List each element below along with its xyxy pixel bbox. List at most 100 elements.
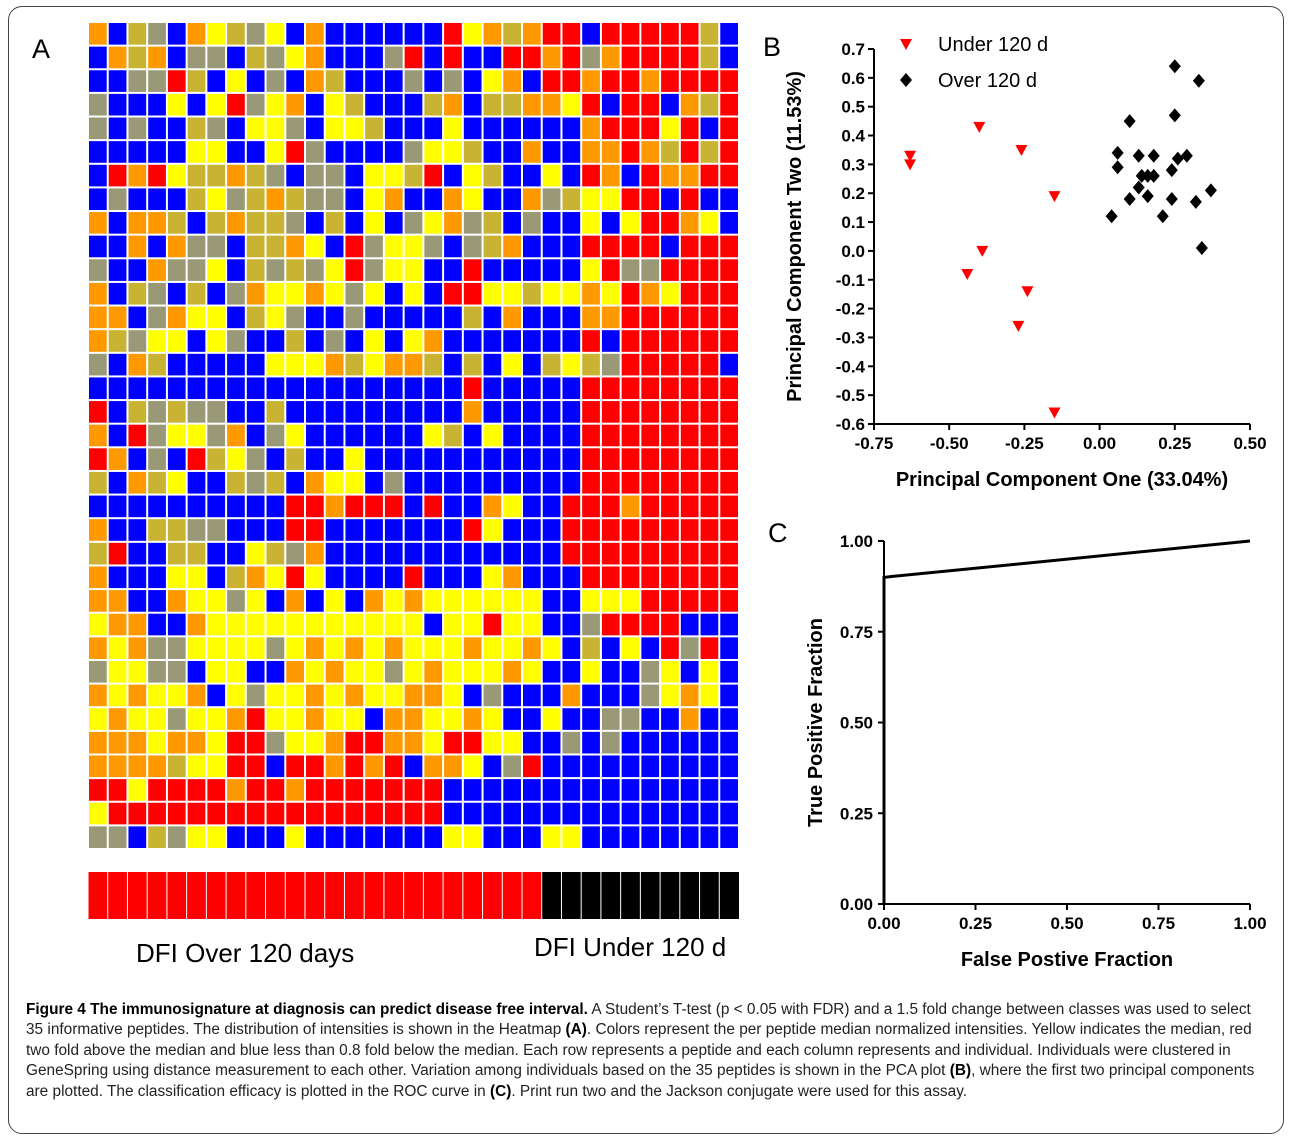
heatmap-cell bbox=[108, 117, 127, 140]
heatmap-cell bbox=[680, 93, 699, 116]
class-bar-cell bbox=[285, 872, 305, 919]
heatmap-cell bbox=[424, 117, 443, 140]
heatmap-cell bbox=[720, 377, 738, 400]
heatmap-cell bbox=[384, 708, 403, 730]
heatmap-cell bbox=[365, 70, 383, 92]
heatmap-cell bbox=[384, 613, 403, 636]
heatmap-cell bbox=[680, 613, 699, 636]
heatmap-cell bbox=[680, 330, 699, 352]
heatmap-cell bbox=[128, 448, 147, 470]
heatmap-cell bbox=[325, 637, 344, 659]
heatmap-cell bbox=[483, 779, 502, 801]
heatmap-cell bbox=[641, 259, 660, 281]
heatmap-cell bbox=[89, 755, 107, 778]
pca-point-over-120 bbox=[1123, 114, 1136, 129]
heatmap-cell bbox=[582, 141, 600, 163]
heatmap-cell bbox=[167, 424, 186, 447]
heatmap-cell bbox=[345, 117, 364, 140]
heatmap-cell bbox=[523, 424, 541, 447]
pca-point-over-120 bbox=[1165, 163, 1178, 178]
heatmap-cell bbox=[148, 117, 166, 140]
heatmap-cell bbox=[661, 93, 679, 116]
heatmap-cell bbox=[266, 708, 285, 730]
heatmap-cell bbox=[167, 755, 186, 778]
heatmap-cell bbox=[641, 306, 660, 329]
heatmap-cell bbox=[661, 306, 679, 329]
heatmap-cell bbox=[720, 471, 738, 494]
heatmap-cell bbox=[384, 93, 403, 116]
heatmap-cell bbox=[562, 542, 581, 565]
heatmap-cell bbox=[345, 424, 364, 447]
heatmap-cell bbox=[503, 590, 521, 612]
pca-point-over-120 bbox=[1111, 160, 1124, 175]
heatmap-cell bbox=[641, 401, 660, 423]
pca-y-tick-label: -0.6 bbox=[836, 415, 865, 434]
heatmap-cell bbox=[503, 188, 521, 211]
heatmap-cell bbox=[483, 141, 502, 163]
heatmap-cell bbox=[720, 542, 738, 565]
heatmap-cell bbox=[167, 235, 186, 258]
heatmap-cell bbox=[286, 660, 304, 683]
heatmap-cell bbox=[562, 353, 581, 376]
heatmap-cell bbox=[384, 353, 403, 376]
heatmap-cell bbox=[621, 330, 640, 352]
heatmap-cell bbox=[444, 377, 462, 400]
heatmap-cell bbox=[680, 802, 699, 825]
pca-point-over-120 bbox=[1111, 145, 1124, 160]
heatmap-cell bbox=[108, 141, 127, 163]
heatmap-cell bbox=[444, 23, 462, 45]
heatmap-cell bbox=[700, 519, 719, 541]
heatmap-cell bbox=[227, 353, 245, 376]
heatmap-cell bbox=[661, 46, 679, 69]
heatmap-cell bbox=[621, 826, 640, 848]
heatmap-cell bbox=[621, 708, 640, 730]
heatmap-cell bbox=[700, 70, 719, 92]
heatmap-cell bbox=[148, 93, 166, 116]
heatmap-cell bbox=[444, 424, 462, 447]
heatmap-cell bbox=[483, 164, 502, 187]
heatmap-cell bbox=[621, 495, 640, 518]
heatmap-cell bbox=[345, 755, 364, 778]
heatmap-cell bbox=[325, 212, 344, 234]
heatmap-cell bbox=[89, 708, 107, 730]
heatmap-cell bbox=[661, 448, 679, 470]
class-bar-cell bbox=[482, 872, 503, 919]
heatmap-cell bbox=[128, 826, 147, 848]
heatmap-cell bbox=[601, 117, 620, 140]
class-bar-cell bbox=[443, 872, 463, 919]
heatmap-cell bbox=[128, 755, 147, 778]
heatmap-cell bbox=[187, 471, 206, 494]
heatmap-cell bbox=[266, 141, 285, 163]
heatmap-cell bbox=[444, 755, 462, 778]
heatmap-cell bbox=[542, 637, 561, 659]
heatmap-cell bbox=[463, 542, 482, 565]
heatmap-cell bbox=[148, 282, 166, 305]
heatmap-cell bbox=[503, 542, 521, 565]
heatmap-cell bbox=[562, 660, 581, 683]
heatmap-cell bbox=[128, 377, 147, 400]
pca-y-tick-label: -0.5 bbox=[836, 386, 865, 405]
heatmap-cell bbox=[424, 495, 443, 518]
heatmap-cell bbox=[661, 684, 679, 707]
heatmap-cell bbox=[108, 613, 127, 636]
heatmap-cell bbox=[542, 731, 561, 754]
heatmap-cell bbox=[246, 235, 265, 258]
heatmap-cell bbox=[680, 70, 699, 92]
heatmap-cell bbox=[601, 471, 620, 494]
heatmap-cell bbox=[128, 708, 147, 730]
heatmap-cell bbox=[720, 660, 738, 683]
class-bar-cell bbox=[107, 872, 128, 919]
heatmap-cell bbox=[167, 708, 186, 730]
heatmap-cell bbox=[384, 235, 403, 258]
heatmap-cell bbox=[306, 141, 324, 163]
roc-x-tick-label: 1.00 bbox=[1233, 914, 1266, 933]
roc-x-tick-label: 0.25 bbox=[959, 914, 992, 933]
heatmap-cell bbox=[641, 542, 660, 565]
heatmap-cell bbox=[167, 282, 186, 305]
heatmap-cell bbox=[542, 46, 561, 69]
pca-y-tick-label: 0.3 bbox=[841, 155, 865, 174]
heatmap-cell bbox=[621, 542, 640, 565]
figure-frame bbox=[8, 6, 1284, 1134]
heatmap-cell bbox=[700, 141, 719, 163]
heatmap-cell bbox=[424, 141, 443, 163]
